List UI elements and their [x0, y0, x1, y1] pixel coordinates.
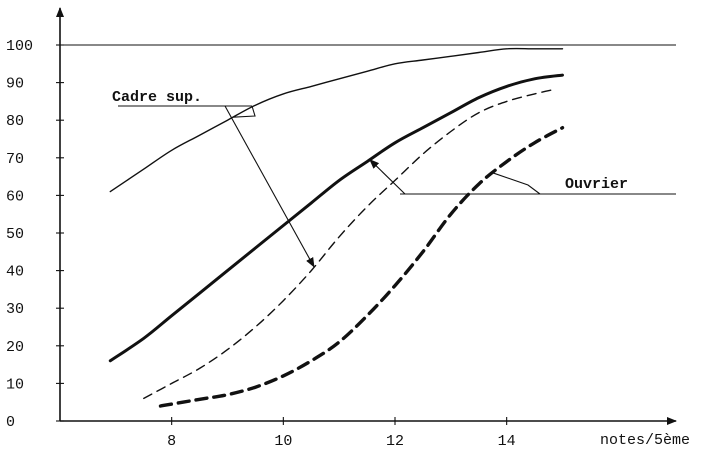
x-axis-label: notes/5ème [600, 432, 690, 449]
x-tick-label: 10 [274, 433, 292, 449]
y-tick-label: 80 [6, 113, 24, 130]
x-tick-label: 8 [167, 433, 176, 449]
y-tick-label: 70 [6, 151, 24, 168]
series-line-4 [161, 128, 563, 406]
series-line-3 [144, 90, 552, 398]
y-tick-label: 90 [6, 76, 24, 93]
y-tick-label: 10 [6, 376, 24, 393]
axes: 0 10 20 30 40 50 60 70 80 90 100 8 10 12 14 [6, 8, 676, 449]
series-line-2 [110, 75, 562, 361]
annotation-cadre-sup: Cadre sup. [112, 89, 202, 106]
cadre-sup-arrow [225, 106, 314, 267]
y-tick-label: 40 [6, 264, 24, 281]
x-tick-label: 14 [498, 433, 516, 449]
y-tick-label: 20 [6, 339, 24, 356]
annotation-ouvrier: Ouvrier [565, 176, 628, 193]
y-tick-label: 60 [6, 188, 24, 205]
ouvrier-arrow-thick-solid [370, 160, 405, 194]
x-tick-label: 12 [386, 433, 404, 449]
y-tick-label: 0 [6, 414, 15, 431]
y-tick-label: 100 [6, 38, 33, 55]
y-tick-label: 30 [6, 301, 24, 318]
y-tick-label: 50 [6, 226, 24, 243]
ouvrier-hook-thick-dashed [493, 173, 540, 194]
annotations: Cadre sup. Ouvrier [112, 89, 676, 267]
